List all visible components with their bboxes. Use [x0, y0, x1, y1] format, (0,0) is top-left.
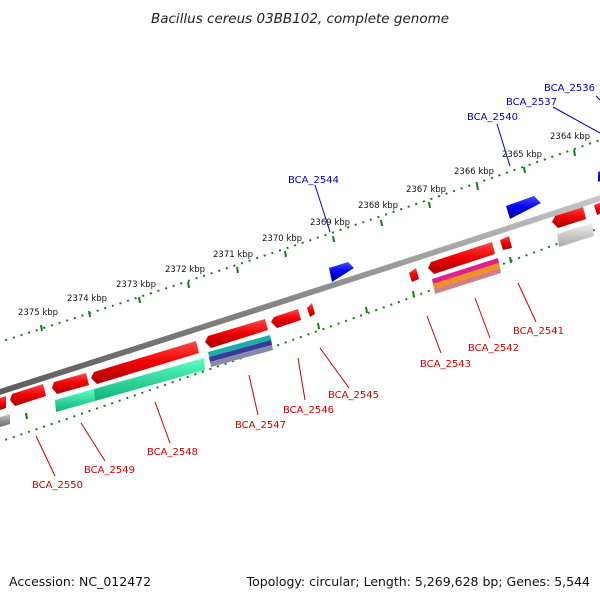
gene-label-bca2548: BCA_2548 — [147, 447, 198, 458]
gene-label-bca2545: BCA_2545 — [328, 390, 379, 401]
outer-tick-ring — [0, 139, 600, 343]
gene-label-bca2543: BCA_2543 — [420, 359, 471, 370]
tick-label-2369: 2369 kbp — [310, 218, 350, 228]
gene-label-bca2537: BCA_2537 — [506, 97, 557, 108]
band-lightgray-2538 — [557, 223, 594, 247]
gene-label-bca2544: BCA_2544 — [288, 175, 339, 186]
tick-label-2366: 2366 kbp — [454, 167, 494, 177]
genome-summary-text: Topology: circular; Length: 5,269,628 bp… — [246, 574, 590, 589]
band-gray-2547 — [210, 345, 273, 367]
gene-label-bca2547: BCA_2547 — [235, 420, 286, 431]
genome-backbone-lower — [0, 414, 10, 427]
tick-label-2372: 2372 kbp — [165, 265, 205, 275]
gene-bca2546 — [271, 309, 301, 328]
gene-label-bca2540: BCA_2540 — [467, 112, 518, 123]
gene-bca2544 — [329, 262, 354, 282]
gene-bca2538 — [552, 207, 586, 228]
tick-label-2373: 2373 kbp — [116, 280, 156, 290]
gene-label-bca2536: BCA_2536 — [544, 83, 595, 94]
feature-bands — [55, 223, 594, 412]
gene-bca2541 — [500, 236, 512, 250]
gene-bca2547 — [205, 319, 268, 348]
reverse-genes — [0, 202, 600, 410]
tick-label-2365: 2365 kbp — [502, 150, 542, 160]
gene-label-bca2550: BCA_2550 — [32, 480, 83, 491]
label-connectors — [35, 95, 600, 477]
tick-label-2375: 2375 kbp — [18, 308, 58, 318]
genome-backbone — [0, 195, 600, 395]
gene-bca2548 — [91, 341, 199, 384]
gene-bca2537b — [594, 202, 600, 215]
gene-bca2549 — [10, 384, 46, 406]
gene-label-bca2541: BCA_2541 — [513, 326, 564, 337]
gene-bca2545 — [307, 303, 315, 317]
map-title: Bacillus cereus 03BB102, complete genome — [151, 11, 449, 27]
gene-bca2543 — [409, 268, 419, 282]
gene-bca2550 — [0, 396, 6, 410]
gene-bca2549b — [52, 373, 89, 394]
tick-label-2374: 2374 kbp — [67, 294, 107, 304]
band-pink-2542 — [432, 258, 499, 284]
gene-label-bca2549: BCA_2549 — [84, 465, 135, 476]
accession-text: Accession: NC_012472 — [9, 574, 151, 589]
band-blue-2547 — [209, 340, 272, 362]
tick-label-2364: 2364 kbp — [550, 132, 590, 142]
gene-bca2542 — [428, 242, 495, 274]
band-teal-2547 — [208, 335, 271, 357]
tick-label-2367: 2367 kbp — [406, 185, 446, 195]
band-peach-2542 — [434, 268, 501, 294]
gene-bca2540 — [506, 196, 541, 219]
tick-label-2371: 2371 kbp — [213, 250, 253, 260]
band-orange-2542 — [433, 263, 500, 289]
outer-major-ticks — [40, 149, 576, 332]
tick-label-2370: 2370 kbp — [262, 234, 302, 244]
tick-labels: 2364 kbp 2365 kbp 2366 kbp 2367 kbp 2368… — [18, 132, 590, 318]
gene-label-bca2546: BCA_2546 — [283, 405, 334, 416]
gene-label-bca2542: BCA_2542 — [468, 343, 519, 354]
band-teal-2549 — [55, 389, 95, 412]
band-teal-2548 — [94, 358, 205, 401]
tick-label-2368: 2368 kbp — [358, 201, 398, 211]
